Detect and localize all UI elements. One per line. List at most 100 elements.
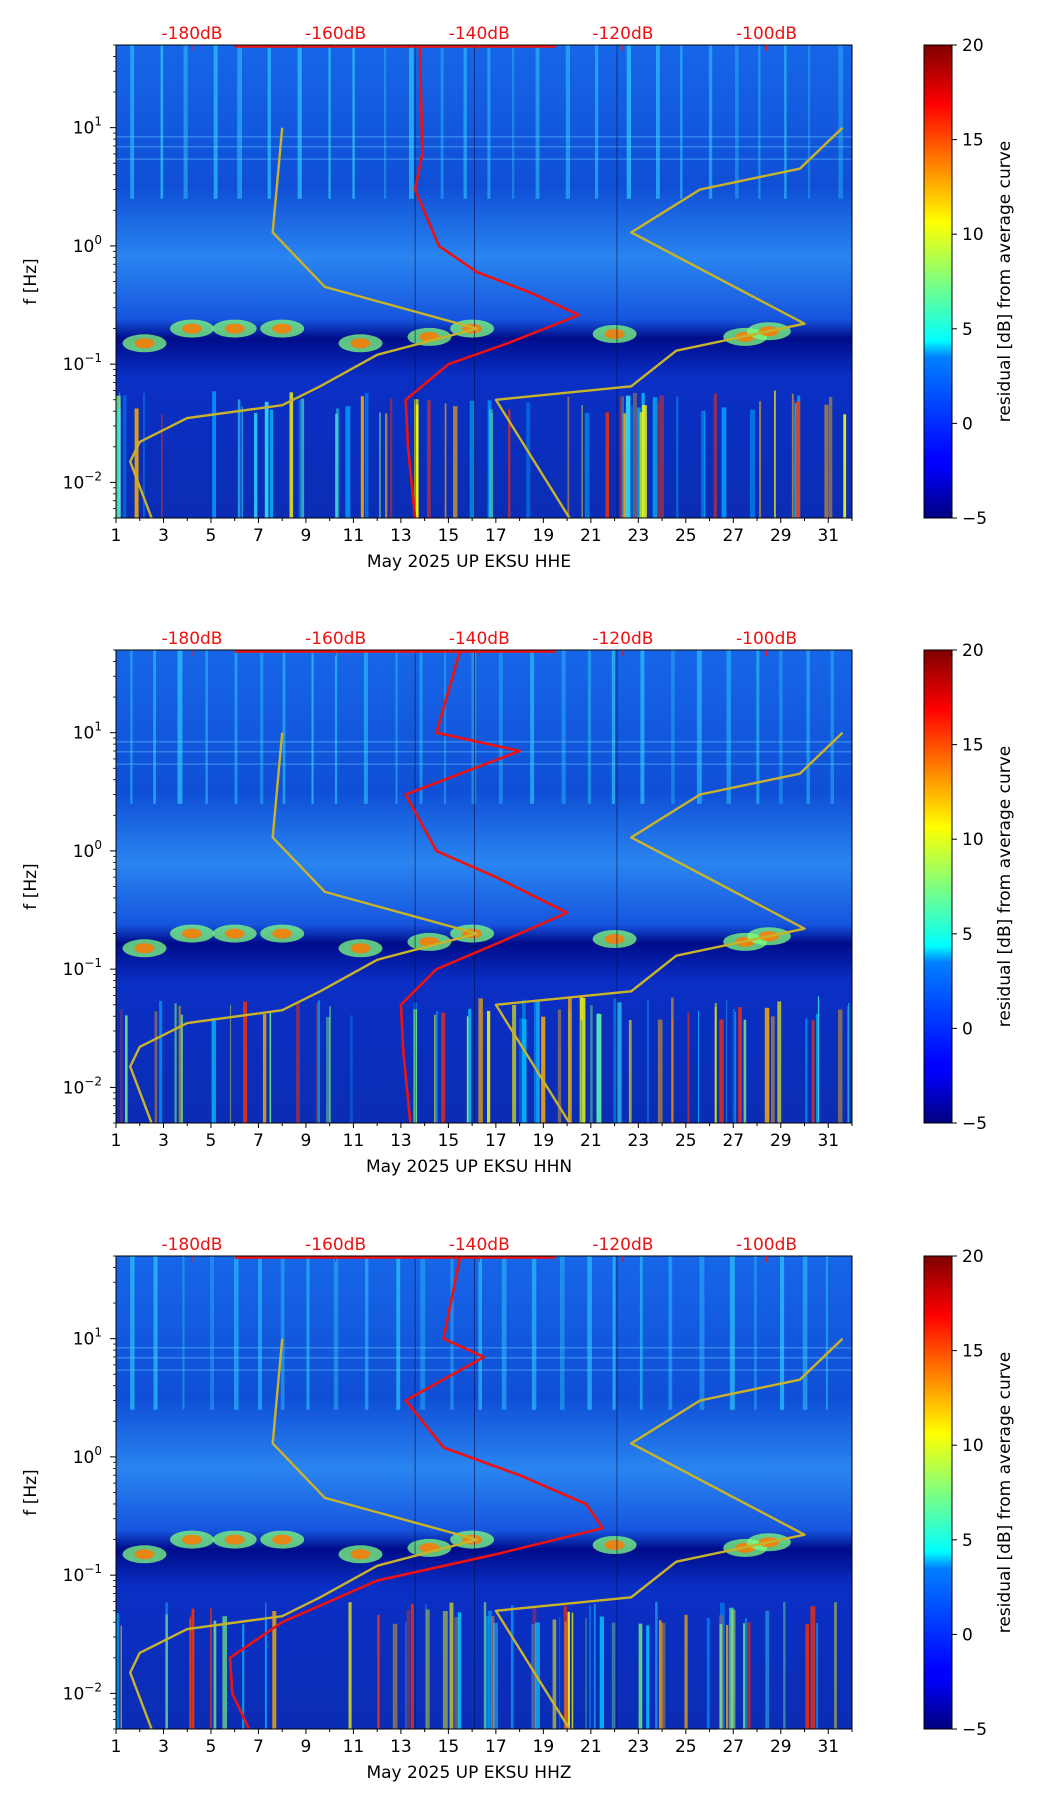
y-tick-label: 101 [73, 720, 102, 744]
x-tick-label: 21 [580, 1737, 602, 1757]
spectral-streak [563, 1606, 567, 1729]
x-tick-label: 17 [485, 1737, 507, 1757]
spectral-streak [469, 400, 475, 518]
colorbar-tick-label: 5 [962, 320, 973, 340]
y-tick-label: 10−1 [63, 351, 102, 375]
spectral-streak [780, 1256, 785, 1410]
x-tick-label: 21 [580, 526, 602, 546]
spectral-streak [639, 1256, 643, 1410]
spectral-streak [625, 395, 631, 518]
spectral-streak [160, 45, 164, 199]
x-tick-label: 29 [770, 1131, 792, 1151]
colorbar-tick-label: −5 [962, 1720, 987, 1740]
x-tick-label: 15 [438, 1131, 460, 1151]
spectral-streak [300, 398, 305, 518]
spectral-streak [680, 45, 683, 199]
spectral-streak [350, 1015, 353, 1123]
spectral-streak [535, 1622, 540, 1729]
spectral-streak [783, 1602, 786, 1729]
spectral-streak [559, 1617, 561, 1729]
spectral-streak [490, 1616, 495, 1729]
microseism-core [182, 928, 202, 939]
y-tick-label: 101 [73, 115, 102, 139]
spectral-streak [671, 997, 674, 1123]
spectral-streak [552, 1619, 557, 1729]
spectral-streak [384, 45, 387, 199]
spectral-streak [296, 1002, 300, 1123]
spectral-streak [444, 403, 447, 518]
spectral-line [116, 1347, 852, 1349]
spectral-streak [159, 1000, 163, 1123]
spectral-streak [243, 1001, 248, 1123]
spectral-streak [210, 1256, 214, 1410]
spectral-streak [777, 1001, 782, 1123]
x-tick-label: 7 [253, 526, 264, 546]
spectral-streak [242, 1624, 245, 1729]
spectral-streak [743, 1623, 745, 1729]
spectral-streak [212, 391, 216, 518]
spectral-streak [713, 393, 717, 518]
spectral-streak [714, 1006, 717, 1123]
spectral-streak [656, 401, 660, 518]
spectral-streak [847, 1006, 849, 1123]
spectral-streak [587, 650, 592, 804]
spectral-streak [205, 650, 208, 804]
spectral-streak [335, 408, 340, 518]
spectral-streak [165, 1614, 168, 1729]
spectral-streak [463, 45, 467, 199]
noise-model-curve-1 [128, 127, 479, 518]
spectral-streak [830, 650, 834, 804]
db-tick-label: -120dB [592, 629, 653, 649]
spectral-streak [647, 999, 649, 1123]
x-tick-label: 15 [438, 1737, 460, 1757]
spectral-streak [410, 1604, 414, 1729]
spectral-streak [565, 45, 570, 199]
spectral-streak [526, 402, 531, 518]
spectral-streak [161, 414, 163, 518]
x-tick-label: 21 [580, 1131, 602, 1151]
spectral-streak [746, 1622, 751, 1729]
microseism-core [272, 928, 293, 939]
spectral-streak [848, 1003, 850, 1123]
spectral-streak [377, 1614, 380, 1729]
spectral-streak [120, 1625, 122, 1729]
spectral-streak [796, 401, 801, 518]
db-tick-label: -140dB [449, 24, 510, 44]
spectral-streak [487, 1610, 492, 1729]
colorbar-tick-label: 20 [962, 36, 984, 56]
spectral-streak [237, 45, 242, 199]
microseism-core [134, 338, 155, 349]
spectral-streak [365, 1256, 369, 1410]
spectral-streak [519, 1018, 524, 1123]
spectral-streak [130, 650, 133, 804]
spectral-streak [719, 1019, 724, 1123]
spectral-streak [306, 1256, 310, 1410]
spectral-streak [119, 392, 121, 518]
spectral-streak [811, 1019, 815, 1123]
spectral-streak [696, 650, 702, 804]
colorbar-label: residual [dB] from average curve [995, 1352, 1015, 1633]
spectral-streak [726, 1625, 729, 1729]
noise-model-curve-2 [494, 731, 844, 1123]
spectral-streak [258, 1256, 262, 1410]
spectral-streak [791, 393, 794, 518]
spectral-streak [738, 1007, 742, 1123]
spectrogram-background [116, 650, 852, 1123]
spectral-streak [587, 1256, 592, 1410]
x-tick-label: 27 [722, 526, 744, 546]
db-tick-label: -100dB [736, 24, 797, 44]
spectral-streak [590, 1005, 593, 1123]
x-tick-label: 11 [343, 1131, 365, 1151]
spectral-streak [396, 1256, 401, 1410]
x-tick-label: 19 [533, 1737, 555, 1757]
colorbar-tick-label: 10 [962, 225, 984, 245]
spectral-streak [622, 413, 627, 518]
spectral-streak [816, 1622, 818, 1729]
spectral-streak [424, 1603, 427, 1729]
spectral-streak [426, 1609, 430, 1729]
colorbar-gradient [923, 44, 953, 519]
spectral-streak [617, 1002, 622, 1123]
spectral-line [116, 146, 852, 148]
spectral-streak [490, 413, 494, 518]
spectral-streak [581, 405, 583, 518]
